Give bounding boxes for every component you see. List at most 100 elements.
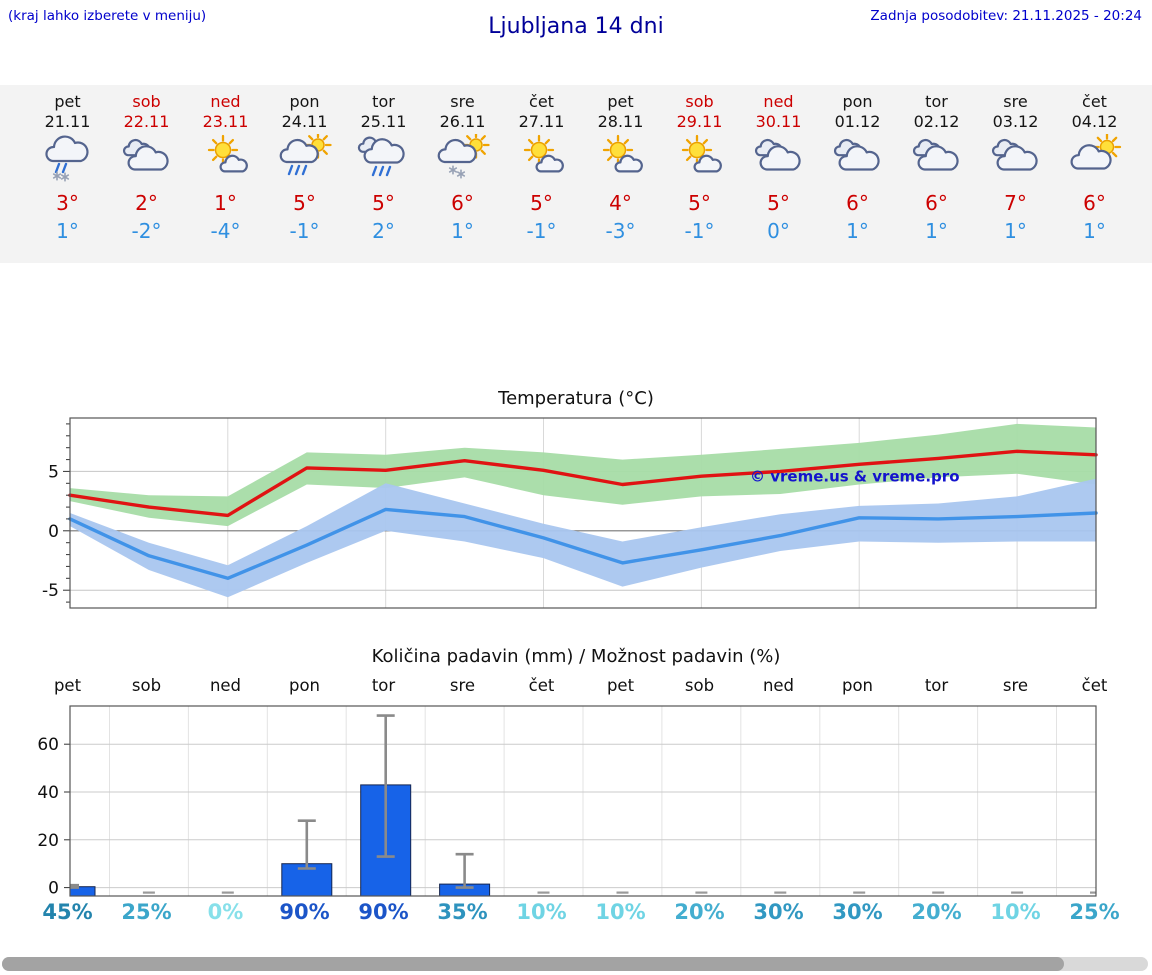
precip-day-label: ned — [209, 676, 242, 695]
high-temperature: 1° — [214, 191, 237, 215]
low-temperature: -2° — [131, 219, 162, 243]
weather-icon-box — [826, 134, 890, 186]
weather-icon-box — [194, 134, 258, 186]
weather-icon-box — [589, 134, 653, 186]
horizontal-scrollbar[interactable] — [2, 957, 1148, 971]
day-name: tor — [925, 92, 948, 111]
low-temperature: 1° — [846, 219, 869, 243]
precip-day-label: pet — [606, 676, 635, 695]
high-temperature: 5° — [530, 191, 553, 215]
daily-forecast-strip: pet 21.11 3° 1° sob 22.11 2° -2° ned 23.11 1° -4° po… — [0, 85, 1152, 263]
rain-snow-icon — [44, 135, 89, 182]
temp-axis-label: -5 — [42, 581, 59, 601]
precip-axis-label: 40 — [37, 783, 59, 803]
temperature-line — [68, 507, 1098, 581]
day-date: 04.12 — [1071, 112, 1118, 131]
precip-day-label: tor — [924, 676, 949, 695]
high-temperature: 5° — [372, 191, 395, 215]
day-name: tor — [372, 92, 395, 111]
sun-rain-icon — [279, 131, 332, 176]
scrollbar-thumb[interactable] — [2, 957, 1064, 971]
weather-icon-box — [747, 134, 811, 186]
precip-day-label: ned — [762, 676, 795, 695]
high-temperature: 5° — [688, 191, 711, 215]
low-temperature: -1° — [526, 219, 557, 243]
low-temperature: 2° — [372, 219, 395, 243]
day-name: sre — [1003, 92, 1028, 111]
day-date: 23.11 — [202, 112, 249, 131]
forecast-day-column: pon 01.12 6° 1° — [818, 92, 897, 263]
forecast-day-column: sob 29.11 5° -1° — [660, 92, 739, 263]
weather-icon-box — [668, 134, 732, 186]
precip-day-label: pon — [288, 676, 321, 695]
precip-day-label: sob — [684, 676, 715, 695]
forecast-day-column: ned 23.11 1° -4° — [186, 92, 265, 263]
temperature-line — [68, 449, 1098, 518]
day-date: 02.12 — [913, 112, 960, 131]
cloud-sun-icon — [1070, 132, 1121, 170]
high-temperature: 6° — [925, 191, 948, 215]
day-date: 21.11 — [44, 112, 91, 131]
forecast-day-column: čet 27.11 5° -1° — [502, 92, 581, 263]
precip-probability-label: 35% — [437, 900, 488, 924]
precip-probability-label: 25% — [1069, 900, 1120, 924]
high-temperature: 6° — [846, 191, 869, 215]
weather-icon-box — [36, 134, 100, 186]
weather-icon-box — [431, 131, 495, 186]
precip-probability-label: 0% — [207, 900, 244, 924]
precip-probability-label: 30% — [832, 900, 883, 924]
precip-probability-label: 30% — [753, 900, 804, 924]
precip-day-label: pon — [841, 676, 874, 695]
high-temperature: 5° — [293, 191, 316, 215]
cloudy-icon — [912, 138, 959, 171]
forecast-day-column: tor 02.12 6° 1° — [897, 92, 976, 263]
forecast-day-column: sre 26.11 6° 1° — [423, 92, 502, 263]
day-date: 01.12 — [834, 112, 881, 131]
watermark-link[interactable]: © vreme.us & vreme.pro — [750, 468, 960, 486]
last-update-timestamp: Zadnja posodobitev: 21.11.2025 - 20:24 — [870, 8, 1142, 24]
day-name: pet — [54, 92, 81, 111]
day-name: pet — [607, 92, 634, 111]
high-temperature: 7° — [1004, 191, 1027, 215]
forecast-day-column: ned 30.11 5° 0° — [739, 92, 818, 263]
sun-snow-icon — [437, 131, 490, 179]
precip-bars — [70, 714, 1096, 896]
forecast-day-column: pet 21.11 3° 1° — [28, 92, 107, 263]
forecast-day-column: tor 25.11 5° 2° — [344, 92, 423, 263]
temp-axis-label: 0 — [48, 522, 59, 542]
day-name: čet — [529, 92, 554, 111]
location-menu-hint: (kraj lahko izberete v meniju) — [8, 8, 207, 24]
day-date: 24.11 — [281, 112, 328, 131]
precip-probability-label: 90% — [358, 900, 409, 924]
precip-day-label: sre — [1002, 676, 1029, 695]
day-name: pon — [842, 92, 873, 111]
high-temperature: 6° — [1083, 191, 1106, 215]
day-name: sob — [685, 92, 714, 111]
forecast-day-column: pon 24.11 5° -1° — [265, 92, 344, 263]
high-temperature: 3° — [56, 191, 79, 215]
forecast-day-column: čet 04.12 6° 1° — [1055, 92, 1134, 263]
day-name: pon — [289, 92, 320, 111]
day-name: ned — [210, 92, 241, 111]
precip-bar — [70, 886, 96, 896]
cloudy-icon — [122, 138, 169, 171]
weather-icon-box — [905, 134, 969, 186]
temp-axis-label: 5 — [48, 462, 59, 482]
temperature-chart-title: Temperatura (°C) — [498, 388, 654, 409]
low-temperature: 1° — [1004, 219, 1027, 243]
low-temperature: 1° — [1083, 219, 1106, 243]
precip-probability-row: 45% 25% 0% 90% 90% 35% 10% 10% 20% 30% 30% 20% 10% 25… — [0, 900, 1152, 924]
precip-day-label: čet — [528, 676, 555, 695]
low-temperature: -4° — [210, 219, 241, 243]
day-date: 26.11 — [439, 112, 486, 131]
day-name: sre — [450, 92, 475, 111]
rain-icon — [357, 136, 405, 177]
high-temperature: 6° — [451, 191, 474, 215]
day-date: 30.11 — [755, 112, 802, 131]
high-temperature: 4° — [609, 191, 632, 215]
precip-probability-label: 20% — [911, 900, 962, 924]
weather-icon-box — [273, 131, 337, 186]
partly-sunny-icon — [523, 134, 564, 173]
day-date: 28.11 — [597, 112, 644, 131]
